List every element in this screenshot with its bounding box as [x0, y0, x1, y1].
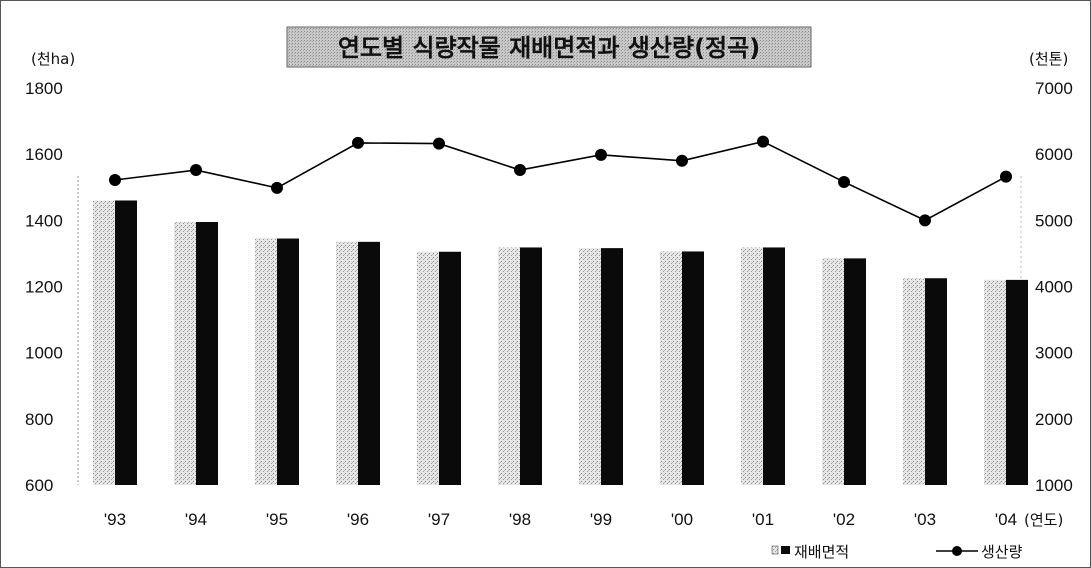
- left-axis-tick-label: 1400: [25, 211, 63, 230]
- legend: 재배면적 생산량: [771, 543, 1023, 561]
- bar-99: [579, 248, 623, 485]
- right-axis-tick-label: 5000: [1035, 211, 1073, 230]
- production-line-layer: [109, 135, 1012, 227]
- production-point-99: [595, 148, 607, 161]
- right-axis-tick-label: 7000: [1035, 79, 1073, 98]
- x-axis-tick-label: '99: [590, 510, 612, 529]
- left-axis-tick-label: 800: [25, 410, 53, 429]
- bar-dark-half: [601, 248, 623, 485]
- bar-04: [984, 279, 1028, 485]
- bar-dark-half: [196, 221, 218, 486]
- left-axis-unit: (천ha): [31, 50, 75, 68]
- bar-94: [174, 221, 218, 486]
- bar-light-half: [903, 278, 925, 485]
- production-point-95: [271, 181, 283, 194]
- right-axis-tick-label: 4000: [1035, 278, 1073, 297]
- chart-title-background: [286, 26, 812, 68]
- bar-light-half: [579, 248, 601, 485]
- bar-light-half: [255, 238, 277, 485]
- bar-98: [498, 247, 542, 485]
- legend-bar-swatch-dark: [781, 546, 790, 554]
- x-axis-tick-label: '97: [428, 510, 450, 529]
- legend-label-area: 재배면적: [794, 543, 849, 561]
- x-axis-tick-label: '93: [104, 510, 126, 529]
- bar-light-half: [660, 251, 682, 485]
- legend-bar-swatch-light: [771, 545, 779, 555]
- left-axis-tick-label: 1600: [25, 145, 63, 164]
- chart-title-group: 연도별 식량작물 재배면적과 생산량(정곡): [286, 26, 812, 68]
- bar-light-half: [984, 279, 1006, 485]
- x-axis-tick-label: '95: [266, 510, 288, 529]
- bar-dark-half: [925, 278, 947, 485]
- bar-light-half: [174, 221, 196, 486]
- production-point-94: [190, 164, 202, 177]
- area-bars: [93, 200, 1028, 486]
- bar-96: [336, 241, 380, 485]
- bar-03: [903, 278, 947, 485]
- bar-dark-half: [763, 247, 785, 485]
- bar-dark-half: [277, 238, 299, 485]
- bar-dark-half: [520, 247, 542, 485]
- right-axis-tick-label: 3000: [1035, 344, 1073, 363]
- bar-93: [93, 200, 137, 485]
- legend-label-production: 생산량: [981, 543, 1023, 561]
- bar-00: [660, 251, 704, 485]
- bar-light-half: [822, 258, 844, 485]
- right-axis-ticks: 1000 2000 3000 4000 5000 6000 7000: [1035, 79, 1073, 495]
- right-axis-tick-label: 1000: [1035, 476, 1073, 495]
- production-point-96: [352, 136, 364, 149]
- production-point-02: [838, 175, 850, 188]
- production-point-01: [757, 135, 769, 148]
- bar-dark-half: [682, 251, 704, 485]
- x-axis-tick-label: '02: [833, 510, 855, 529]
- production-point-98: [514, 164, 526, 177]
- bar-light-half: [498, 247, 520, 485]
- left-axis-tick-label: 1200: [25, 278, 63, 297]
- production-point-97: [433, 137, 445, 150]
- bar-dark-half: [115, 200, 137, 485]
- bar-dark-half: [358, 241, 380, 485]
- x-axis-tick-label: '03: [914, 510, 936, 529]
- production-point-00: [676, 154, 688, 167]
- left-axis-ticks: 600 800 1000 1200 1400 1600 1800: [25, 79, 63, 495]
- bar-dark-half: [439, 251, 461, 485]
- production-line: [114, 140, 1007, 222]
- left-axis-tick-label: 600: [25, 476, 53, 495]
- legend-item-production: 생산량: [936, 543, 1023, 561]
- right-axis-tick-label: 2000: [1035, 410, 1073, 429]
- production-point-03: [919, 214, 931, 227]
- x-axis-unit: (연도): [1024, 511, 1063, 529]
- bar-dark-half: [844, 258, 866, 485]
- bar-97: [417, 251, 461, 485]
- x-axis-tick-label: '01: [752, 510, 774, 529]
- legend-marker-swatch: [952, 546, 962, 556]
- bar-dark-half: [1006, 279, 1028, 485]
- x-axis-tick-label: '94: [185, 510, 207, 529]
- right-axis-tick-label: 6000: [1035, 145, 1073, 164]
- bar-02: [822, 258, 866, 485]
- bar-light-half: [336, 241, 358, 485]
- chart-title: 연도별 식량작물 재배면적과 생산량(정곡): [338, 34, 760, 62]
- x-axis-ticks: '93 '94 '95 '96 '97 '98 '99 '00 '01 '02 '03 '04: [104, 510, 1017, 529]
- x-axis-tick-label: '98: [509, 510, 531, 529]
- production-point-93: [109, 173, 121, 186]
- bar-95: [255, 238, 299, 485]
- bar-light-half: [417, 251, 439, 485]
- x-axis-tick-label: '00: [671, 510, 693, 529]
- bar-light-half: [93, 200, 115, 485]
- bar-01: [741, 247, 785, 485]
- production-point-04: [1000, 170, 1012, 183]
- left-axis-tick-label: 1000: [25, 344, 63, 363]
- legend-item-area: 재배면적: [771, 543, 849, 561]
- x-axis-tick-label: '96: [347, 510, 369, 529]
- right-axis-unit: (천톤): [1029, 50, 1068, 68]
- bar-light-half: [741, 247, 763, 485]
- left-axis-tick-label: 1800: [25, 79, 63, 98]
- x-axis-tick-label: '04: [995, 510, 1017, 529]
